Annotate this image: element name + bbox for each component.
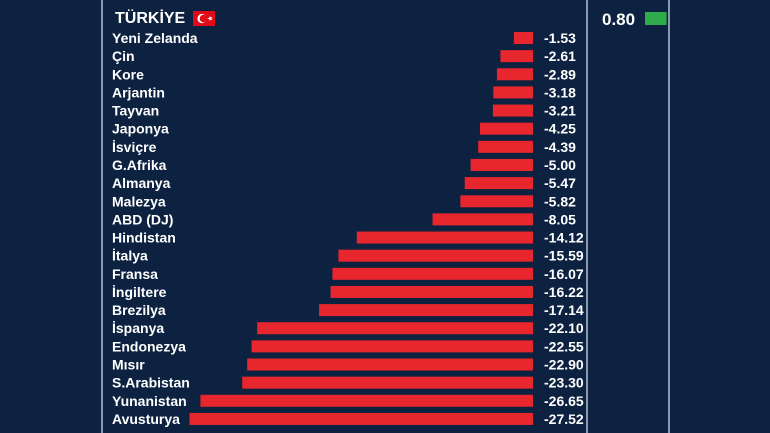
- value-label: -15.59: [544, 248, 584, 264]
- value-label: -1.53: [544, 30, 576, 46]
- category-label: Avusturya: [112, 411, 180, 427]
- bar: [356, 231, 533, 244]
- right-divider: [668, 0, 670, 433]
- bar: [251, 340, 534, 353]
- category-label: Yeni Zelanda: [112, 30, 198, 46]
- left-divider: [101, 0, 103, 433]
- turkey-flag-crescent-inner: [199, 14, 208, 23]
- bar: [493, 86, 533, 99]
- bar: [200, 394, 533, 407]
- value-label: -5.47: [544, 175, 576, 191]
- bar: [492, 104, 533, 117]
- value-label: -22.55: [544, 338, 584, 354]
- category-label: Almanya: [112, 175, 171, 191]
- value-label: -3.21: [544, 103, 576, 119]
- category-label: Brezilya: [112, 302, 166, 318]
- category-label: Malezya: [112, 193, 166, 209]
- value-label: -4.39: [544, 139, 576, 155]
- value-label: -2.61: [544, 48, 576, 64]
- value-label: -8.05: [544, 211, 576, 227]
- value-label: -16.22: [544, 284, 584, 300]
- value-label: -5.00: [544, 157, 576, 173]
- category-label: Japonya: [112, 121, 169, 137]
- value-label: -27.52: [544, 411, 584, 427]
- category-label: Mısır: [112, 357, 145, 373]
- bar: [432, 213, 533, 226]
- value-label: -22.90: [544, 357, 584, 373]
- value-label: -2.89: [544, 66, 576, 82]
- category-label: İsviçre: [112, 139, 157, 155]
- category-label: Endonezya: [112, 338, 186, 354]
- category-label: Arjantin: [112, 84, 165, 100]
- category-label: Çin: [112, 48, 135, 64]
- category-label: Tayvan: [112, 103, 159, 119]
- bar: [470, 158, 533, 171]
- category-label: G.Afrika: [112, 157, 167, 173]
- center-divider: [586, 0, 588, 433]
- bar: [338, 249, 533, 262]
- value-label: -5.82: [544, 193, 576, 209]
- bar: [257, 322, 533, 335]
- value-label: -3.18: [544, 84, 576, 100]
- category-label: Kore: [112, 66, 144, 82]
- highlight-label: TÜRKİYE: [115, 8, 186, 27]
- value-label: -22.10: [544, 320, 584, 336]
- bar: [460, 195, 533, 208]
- bar: [332, 267, 533, 280]
- bar: [247, 358, 533, 371]
- value-label: -14.12: [544, 230, 584, 246]
- category-label: İngiltere: [112, 284, 167, 300]
- turkey-flag-star: [207, 16, 213, 21]
- bar: [496, 68, 533, 81]
- bar: [464, 177, 533, 190]
- highlight-value: 0.80: [602, 10, 635, 29]
- bar: [242, 376, 533, 389]
- value-label: -16.07: [544, 266, 584, 282]
- category-label: İspanya: [112, 320, 164, 336]
- value-label: -23.30: [544, 375, 584, 391]
- bar: [513, 32, 533, 44]
- bar: [330, 285, 533, 298]
- bar: [479, 122, 533, 135]
- bar: [189, 412, 533, 425]
- highlight-bar: [645, 12, 667, 25]
- category-label: Fransa: [112, 266, 158, 282]
- category-label: Hindistan: [112, 230, 176, 246]
- category-label: S.Arabistan: [112, 375, 190, 391]
- value-label: -17.14: [544, 302, 584, 318]
- category-label: İtalya: [112, 248, 148, 264]
- bar: [478, 140, 533, 153]
- bar: [500, 50, 533, 63]
- category-label: Yunanistan: [112, 393, 187, 409]
- bar: [319, 304, 533, 317]
- value-label: -4.25: [544, 121, 576, 137]
- value-label: -26.65: [544, 393, 584, 409]
- category-label: ABD (DJ): [112, 211, 173, 227]
